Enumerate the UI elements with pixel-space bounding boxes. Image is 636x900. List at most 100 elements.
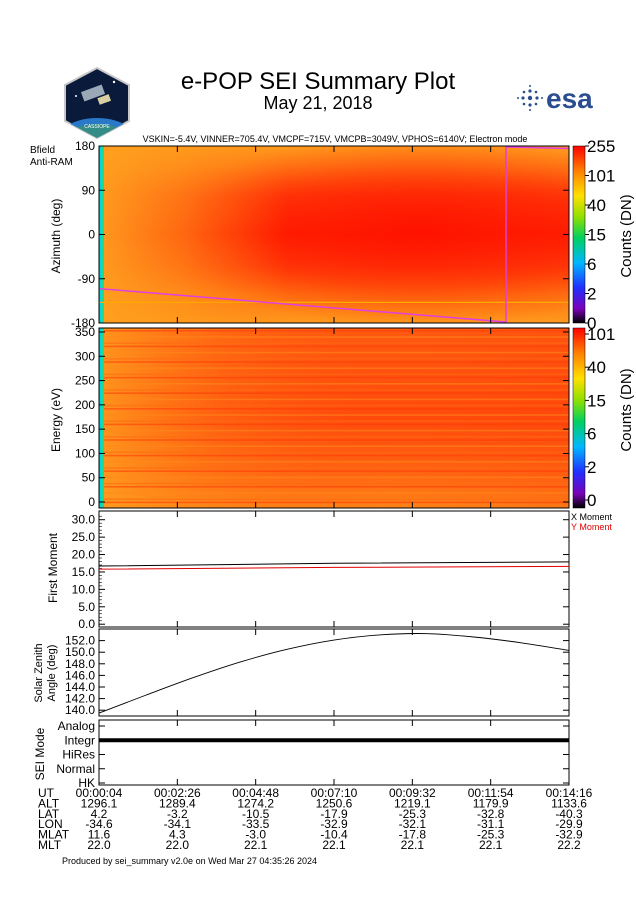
ephemeris-cell: -3.2 [167,807,188,821]
cassiope-mission-logo: CASSIOPE [64,66,130,140]
sza-tick-label: 150.0 [65,645,95,659]
energy-axis-label: Energy (eV) [49,388,63,452]
first-moment-tick-label: 30.0 [72,513,96,527]
energy-colorbar-tick-label: 40 [587,358,606,377]
energy-tick-label: 0 [88,495,95,509]
first-moment-tick-label: 15.0 [72,565,96,579]
energy-colorbar-tick-label: 6 [587,425,596,444]
ephemeris-cell: 22.1 [322,838,346,852]
energy-colorbar-label: Counts (DN) [618,368,635,451]
ephemeris-cell: 1179.9 [473,796,509,810]
x-moment-line [98,561,570,567]
bfield-legend: Bfield [30,145,55,156]
azimuth-spectrogram-panel: 180 90 0 -90 -180 Azimuth (deg) Bfield Anti-… [30,137,635,333]
ephemeris-cell: 1250.6 [316,796,353,810]
ephemeris-cell: 00:14:16 [546,786,593,800]
energy-spectrogram-stripe [104,439,569,441]
ephemeris-row-label: MLAT [38,828,70,842]
ephemeris-cell: 22.0 [166,838,190,852]
page-title: e-POP SEI Summary Plot [180,68,456,95]
energy-colorbar-tick-label: 0 [587,491,596,510]
ephemeris-cell: -32.1 [399,817,427,831]
energy-colorbar-tick-label: 2 [587,458,596,477]
sza-tick-label: 142.0 [65,692,95,706]
azimuth-colorbar-tick-label: 40 [587,196,606,215]
energy-spectrogram-stripe [104,342,569,344]
azimuth-tick-label: -180 [71,316,95,330]
ephemeris-cell: 22.1 [401,838,425,852]
energy-spectrogram-stripe [104,358,569,360]
sza-tick-label: 146.0 [65,668,95,682]
azimuth-tick-label: -90 [78,272,96,286]
sza-tick-label: 148.0 [65,657,95,671]
first-moment-tick-label: 20.0 [72,548,96,562]
energy-colorbar-tick-label: 15 [587,391,606,410]
ephemeris-cell: -32.9 [555,828,583,842]
ephemeris-cell: -10.5 [242,807,270,821]
first-moment-tick-label: 10.0 [72,582,96,596]
ephemeris-row-label: MLT [38,838,62,852]
azimuth-colorbar-label: Counts (DN) [618,194,635,277]
ephemeris-cell: 00:09:32 [389,786,436,800]
energy-spectrogram-stripe [104,392,569,394]
energy-colorbar [572,327,586,509]
energy-spectrogram-stripe [104,420,569,422]
energy-tick-label: 350 [75,325,95,339]
ephemeris-cell: -31.1 [477,817,505,831]
x-moment-legend: X Moment [571,512,613,522]
energy-spectrogram-stripe [104,351,569,354]
footer-credit: Produced by sei_summary v2.0e on Wed Mar… [62,856,317,866]
bfield-line [98,146,570,323]
y-moment-line [98,565,570,570]
ephemeris-cell: -34.6 [85,817,113,831]
ephemeris-cell: 1289.4 [159,796,196,810]
energy-spectrogram-stripe [104,361,569,363]
energy-spectrogram-stripe [104,367,569,369]
energy-spectrogram-stripe [104,383,569,385]
antiram-legend: Anti-RAM [30,157,73,168]
first-moment-tick-label: 5.0 [78,600,95,614]
y-moment-legend: Y Moment [571,522,612,532]
ephemeris-cell: 1219.1 [394,796,431,810]
ephemeris-cell: 22.1 [244,838,268,852]
energy-tick-label: 100 [75,446,95,460]
azimuth-colorbar-tick-label: 101 [587,167,615,186]
first-moment-tick-label: 0.0 [78,617,95,631]
energy-tick-label: 200 [75,398,95,412]
energy-tick-label: 150 [75,422,95,436]
ephemeris-cell: -32.8 [477,807,505,821]
azimuth-tick-label: 180 [75,139,95,153]
energy-tick-label: 250 [75,374,95,388]
energy-spectrogram-stripe [104,376,569,379]
azimuth-spectrogram-leftfade [99,146,569,323]
energy-spectrogram-stripe [104,398,569,401]
energy-spectrogram-stripe [104,414,569,416]
sza-line [98,633,570,714]
energy-spectrogram-horizontal [99,328,569,508]
energy-tick-label: 300 [75,349,95,363]
first-moment-tick-label: 25.0 [72,530,96,544]
ephemeris-cell: 00:07:10 [311,786,358,800]
energy-tick-label: 50 [82,471,96,485]
energy-spectrogram-stripe [104,436,569,438]
ephemeris-cell: 4.3 [169,828,186,842]
sei-mode-plot-frame [98,719,570,786]
sza-axis-label-line1: Solar Zenith [33,643,45,702]
ephemeris-cell: -17.8 [399,828,427,842]
energy-spectrogram-stripe [104,373,569,376]
energy-spectrogram-stripe [104,486,569,488]
azimuth-tick-label: 0 [88,228,95,242]
ephemeris-cell: 00:00:04 [76,786,123,800]
sza-plot-frame [98,628,570,717]
energy-spectrogram-stripe [104,389,569,391]
azimuth-axis-label: Azimuth (deg) [49,199,63,274]
ephemeris-cell: -34.1 [164,817,192,831]
ephemeris-cell: 00:11:54 [468,786,514,800]
energy-spectrogram-stripe [104,404,569,407]
ephemeris-row-label: LON [38,817,63,831]
ephemeris-cell: 22.2 [557,838,581,852]
ephemeris-cell: -3.0 [245,828,266,842]
ephemeris-cell: -33.5 [242,817,270,831]
